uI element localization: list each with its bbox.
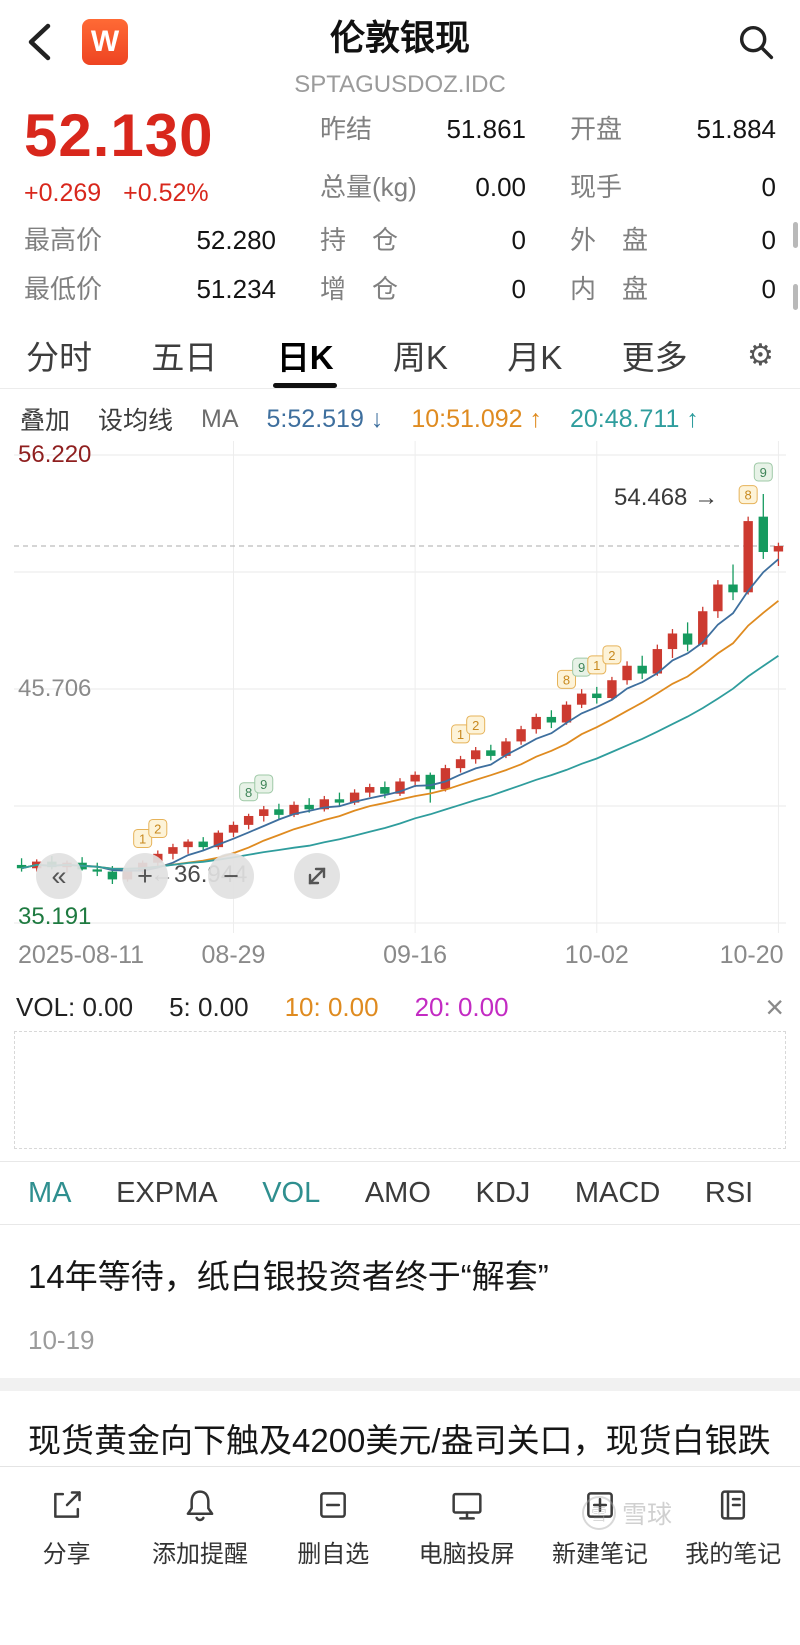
- indicator-expma[interactable]: EXPMA: [116, 1176, 218, 1209]
- screen-cast-icon: [452, 1492, 482, 1520]
- set-ma-button[interactable]: 设均线: [98, 407, 174, 435]
- search-icon[interactable]: [734, 20, 780, 66]
- price-change-pct: +0.52%: [123, 179, 209, 207]
- remove-watchlist-icon: [320, 1492, 347, 1518]
- x-axis-label: 09-16: [383, 941, 448, 969]
- volume-header: VOL: 0.00 5: 0.00 10: 0.00 20: 0.00 ×: [0, 991, 800, 1023]
- page-title: 伦敦银现: [329, 19, 470, 58]
- price-change: +0.269: [24, 179, 102, 207]
- x-axis-label: 10-20: [719, 941, 784, 969]
- tab-weekly-k[interactable]: 周K: [392, 339, 448, 376]
- svg-text:2: 2: [154, 821, 161, 836]
- svg-text:9: 9: [578, 660, 585, 675]
- low-price: 最低价 51.234: [24, 274, 276, 304]
- svg-text:9: 9: [760, 465, 767, 480]
- collapse-left-button[interactable]: «: [36, 853, 82, 899]
- indicator-tabs: MA EXPMA VOL AMO KDJ MACD RSI BIAS: [0, 1162, 800, 1225]
- symbol-code: SPTAGUSDOZ.IDC: [294, 71, 506, 98]
- x-axis: 2025-08-11 08-29 09-16 10-02 10-20: [14, 933, 786, 973]
- total-volume: 总量(kg) 0.00: [320, 171, 526, 202]
- screen-cast-button[interactable]: 电脑投屏: [400, 1485, 533, 1569]
- ma5-value: 5:52.519 ↓: [266, 404, 384, 433]
- vol-value: VOL: 0.00: [16, 991, 134, 1022]
- new-note-button[interactable]: 新建笔记: [533, 1485, 666, 1569]
- my-notes-icon: [721, 1490, 746, 1520]
- bottom-toolbar: 分享 添加提醒 删自选 电脑投屏 新建笔记: [0, 1466, 800, 1645]
- ma10-value: 10:51.092 ↑: [411, 404, 542, 433]
- last-price: 52.130: [24, 102, 214, 169]
- indicator-bias[interactable]: BIAS: [798, 1177, 800, 1210]
- my-notes-button[interactable]: 我的笔记: [667, 1485, 800, 1569]
- share-icon: [53, 1491, 81, 1518]
- tab-monthly-k[interactable]: 月K: [507, 339, 563, 376]
- svg-text:1: 1: [457, 727, 464, 742]
- indicator-kdj[interactable]: KDJ: [475, 1176, 531, 1209]
- svg-text:8: 8: [745, 488, 752, 503]
- indicator-vol[interactable]: VOL: [262, 1176, 321, 1209]
- svg-text:1: 1: [593, 658, 600, 673]
- add-alert-button[interactable]: 添加提醒: [133, 1485, 266, 1569]
- close-volume-icon[interactable]: ×: [765, 989, 784, 1025]
- x-axis-label: 08-29: [201, 941, 266, 969]
- prev-settle: 昨结 51.861: [320, 113, 526, 144]
- settings-gear-icon[interactable]: ⚙: [747, 338, 774, 372]
- vol5-value: 5: 0.00: [169, 991, 249, 1022]
- x-axis-label: 10-02: [564, 941, 629, 969]
- tab-intraday[interactable]: 分时: [26, 339, 92, 376]
- zoom-out-button[interactable]: −: [208, 853, 254, 899]
- indicator-amo[interactable]: AMO: [364, 1176, 431, 1209]
- wind-app-badge: W: [82, 19, 128, 65]
- ma-label: MA: [201, 404, 239, 433]
- remove-watchlist-button[interactable]: 删自选: [267, 1485, 400, 1569]
- back-icon[interactable]: [20, 18, 68, 66]
- svg-text:8: 8: [245, 785, 252, 800]
- divider: [0, 1377, 800, 1391]
- scroll-indicator: [793, 284, 798, 310]
- share-button[interactable]: 分享: [0, 1485, 133, 1569]
- svg-text:8: 8: [563, 672, 570, 687]
- x-axis-label: 2025-08-11: [18, 941, 145, 969]
- vol10-value: 10: 0.00: [284, 991, 379, 1022]
- tab-daily-k[interactable]: 日K: [277, 322, 334, 388]
- chart-controls: « + −: [36, 853, 340, 899]
- indicator-ma[interactable]: MA: [28, 1176, 72, 1209]
- ma-legend-bar: 叠加 设均线 MA 5:52.519 ↓ 10:51.092 ↑ 20:48.7…: [0, 389, 800, 441]
- scroll-indicator: [793, 222, 798, 248]
- ma20-value: 20:48.711 ↑: [569, 404, 699, 433]
- vol20-value: 20: 0.00: [414, 991, 509, 1022]
- current-hands: 现手 0: [570, 171, 776, 202]
- quote-panel: 52.130 +0.269 +0.52% 昨结 51.861 开盘 51.884 总…: [0, 98, 800, 322]
- volume-pane: [14, 1031, 786, 1149]
- divider: [0, 1161, 800, 1162]
- period-tabs: 分时 五日 日K 周K 月K 更多 ⚙: [0, 322, 800, 389]
- overlay-button[interactable]: 叠加: [20, 407, 71, 435]
- news-item[interactable]: 14年等待，纸白银投资者终于“解套” 10-19: [0, 1225, 800, 1374]
- tab-5day[interactable]: 五日: [151, 339, 218, 376]
- bell-icon: [186, 1490, 214, 1522]
- svg-text:2: 2: [472, 718, 479, 733]
- indicator-rsi[interactable]: RSI: [704, 1176, 754, 1209]
- news-date: 10-19: [28, 1324, 95, 1355]
- open-price: 开盘 51.884: [570, 113, 776, 144]
- svg-text:2: 2: [608, 648, 615, 663]
- tab-more[interactable]: 更多: [621, 339, 688, 376]
- zoom-in-button[interactable]: +: [122, 853, 168, 899]
- expand-icon[interactable]: [294, 853, 340, 899]
- svg-text:1: 1: [139, 831, 146, 846]
- high-price: 最高价 52.280: [24, 225, 276, 255]
- indicator-macd[interactable]: MACD: [574, 1176, 661, 1209]
- news-title[interactable]: 14年等待，纸白银投资者终于“解套”: [28, 1258, 549, 1295]
- svg-text:9: 9: [260, 777, 267, 792]
- header: W 伦敦银现 SPTAGUSDOZ.IDC: [0, 0, 800, 98]
- new-note-icon: [587, 1492, 613, 1518]
